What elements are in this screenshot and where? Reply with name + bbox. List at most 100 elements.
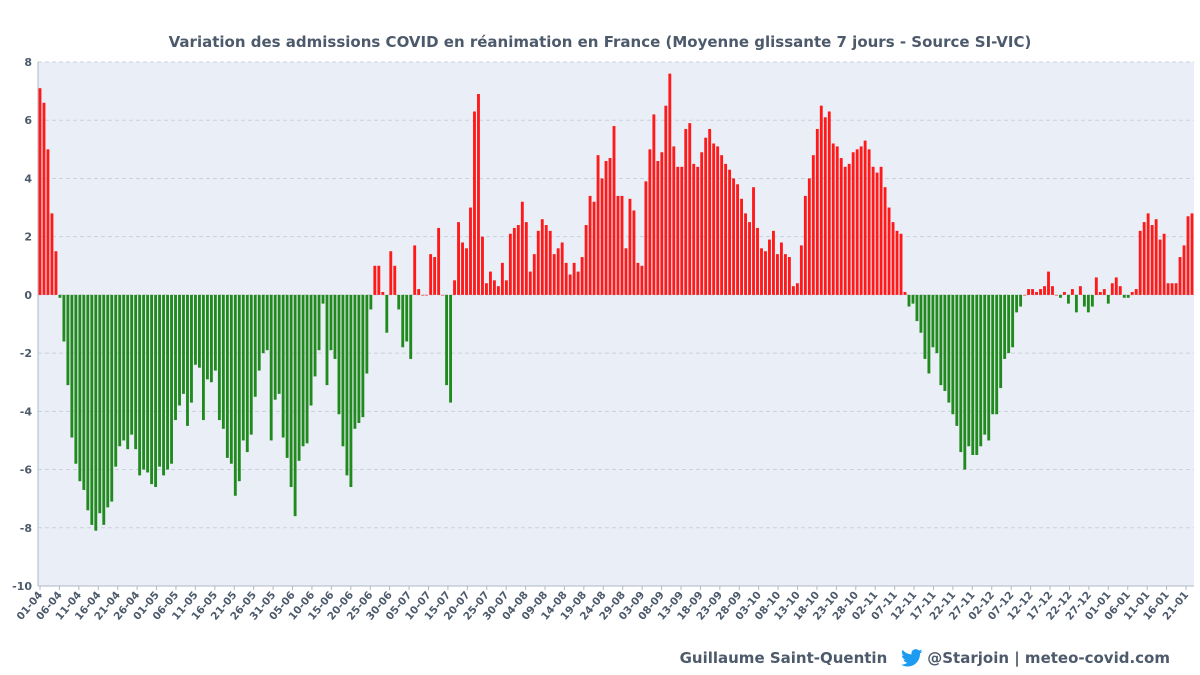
bar (887, 207, 891, 295)
bar (369, 294, 373, 310)
y-tick-label: -4 (20, 405, 33, 418)
bar (86, 294, 90, 511)
bar (477, 94, 480, 295)
bar (261, 294, 265, 354)
bar (213, 294, 217, 371)
bar (692, 163, 696, 295)
bar (74, 294, 78, 464)
bar (740, 198, 743, 295)
bar (923, 294, 927, 359)
bar (377, 265, 381, 295)
bar (600, 178, 604, 295)
bar (373, 265, 377, 295)
bar (1122, 294, 1126, 298)
bar (736, 184, 740, 295)
bar (668, 73, 672, 295)
bar (979, 294, 983, 447)
bar-series (38, 73, 1194, 531)
bar (879, 166, 883, 295)
bar (799, 245, 803, 295)
bar (194, 294, 197, 365)
bar (1059, 294, 1062, 298)
bar (756, 227, 759, 295)
bar (381, 291, 385, 295)
bar (94, 294, 98, 531)
bar (90, 294, 94, 525)
bar (835, 146, 839, 295)
bar (46, 149, 50, 295)
bar (851, 152, 855, 295)
y-tick-label: 6 (24, 114, 32, 127)
bar (708, 128, 712, 295)
bar (915, 294, 919, 322)
bar (772, 230, 775, 295)
bar (205, 294, 209, 380)
bar (1031, 289, 1034, 295)
bar (847, 163, 851, 295)
bar (337, 294, 341, 415)
bar (38, 88, 42, 295)
bar (253, 294, 257, 397)
bar (787, 257, 791, 295)
y-axis: -10 -8 -6 -4 -2 0 2 4 6 8 (12, 56, 39, 593)
bar (712, 143, 716, 295)
bar (118, 294, 122, 447)
bar (401, 294, 405, 348)
y-tick-label: 8 (24, 56, 32, 69)
bar (217, 294, 221, 421)
y-tick-label: -8 (20, 522, 32, 535)
bar (82, 294, 86, 490)
bar (1190, 213, 1194, 295)
bar (652, 114, 656, 295)
bar (1158, 239, 1162, 295)
bar (672, 146, 676, 295)
bar (1106, 294, 1110, 304)
bar (1063, 291, 1066, 295)
bar (863, 140, 867, 295)
bar (1090, 294, 1094, 307)
bar (632, 210, 636, 295)
bar (1154, 219, 1158, 295)
bar (492, 280, 496, 295)
bar (353, 294, 357, 429)
bar (385, 294, 389, 333)
bar (1007, 294, 1011, 354)
bar (58, 294, 62, 298)
bar (955, 294, 959, 426)
bar (198, 294, 201, 368)
bar (696, 166, 700, 295)
bar (943, 294, 947, 391)
bar (744, 213, 747, 295)
bar (489, 271, 492, 295)
bar (987, 294, 991, 441)
bar (620, 195, 624, 295)
bar (640, 265, 644, 295)
bar (393, 265, 397, 295)
bar (1003, 294, 1007, 359)
bar (421, 294, 425, 296)
bar (983, 294, 987, 435)
bar (98, 294, 102, 514)
bar (114, 294, 118, 467)
bar (907, 294, 911, 307)
bar (564, 262, 568, 295)
bar (281, 294, 285, 438)
bar (453, 280, 456, 295)
bar (624, 248, 628, 295)
bar (389, 251, 393, 295)
bar (457, 222, 460, 295)
bar (309, 294, 313, 406)
bar (1094, 277, 1098, 295)
bar (779, 242, 783, 295)
bar (951, 294, 955, 415)
bar (664, 105, 668, 295)
bar (612, 126, 616, 295)
bar (823, 117, 827, 295)
bar (345, 294, 349, 476)
bar (660, 152, 664, 295)
bar (1114, 277, 1118, 295)
source-handle: @Starjoin | meteo-covid.com (927, 649, 1170, 667)
bar (867, 149, 871, 295)
bar (425, 294, 429, 296)
